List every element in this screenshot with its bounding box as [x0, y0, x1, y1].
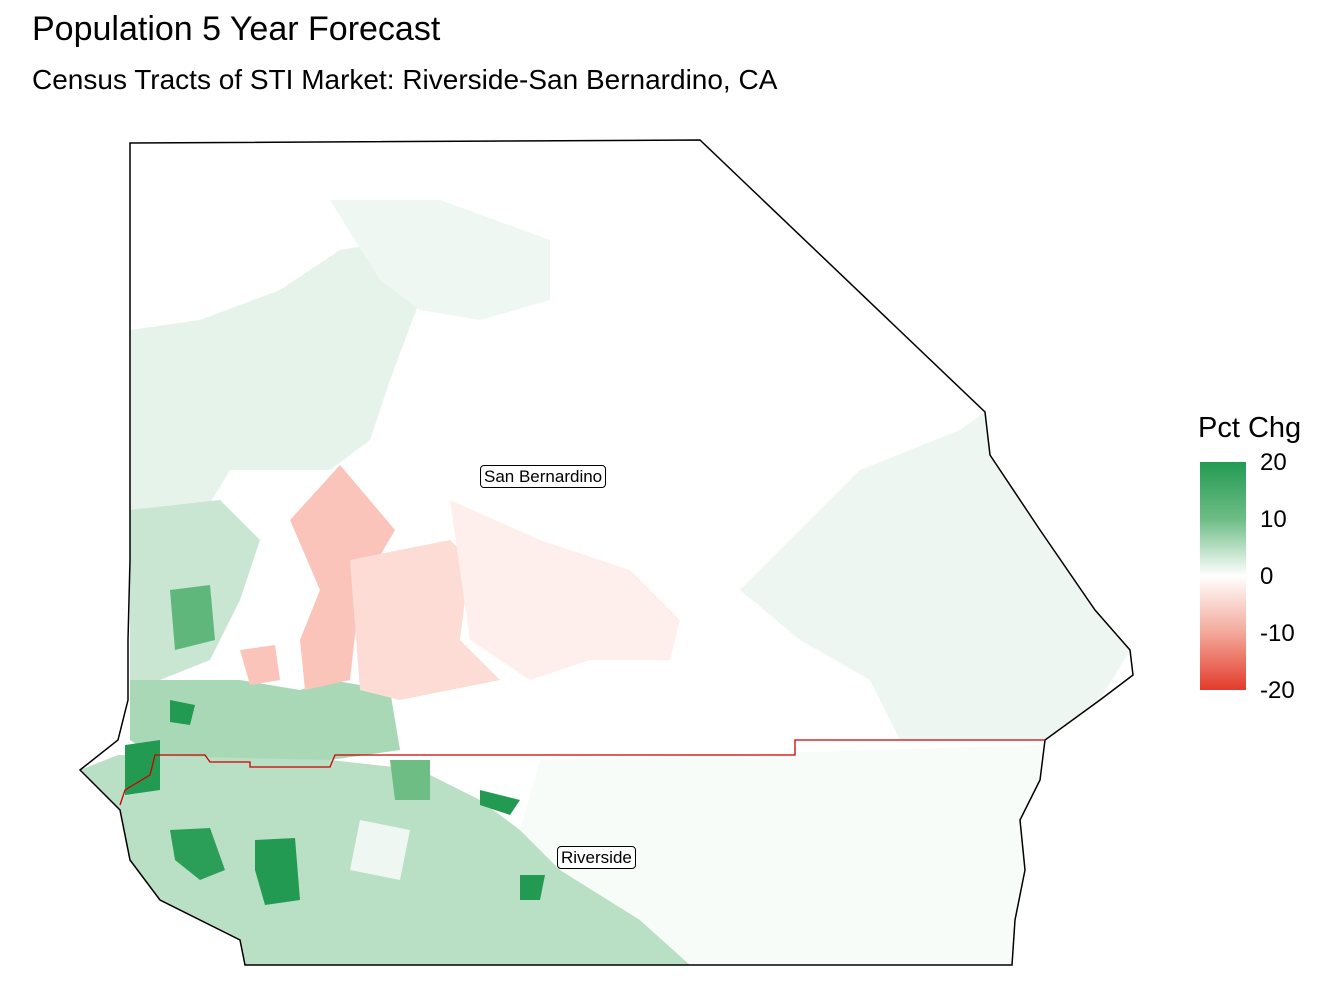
tract-high-growth-1: [170, 585, 215, 650]
tract-high-growth-8: [520, 875, 545, 900]
tract-growth-6: [390, 760, 430, 800]
map-title: Population 5 Year Forecast: [32, 10, 441, 48]
county-border: [119, 739, 1045, 806]
tract-riverside-east: [520, 745, 1040, 965]
tract-north-central: [330, 200, 550, 320]
legend: Pct Chg 20 10 0 -10 -20: [1198, 412, 1328, 712]
market-outline: [78, 139, 1134, 966]
tract-high-growth-7: [480, 790, 520, 815]
tract-decline-4: [240, 645, 280, 685]
legend-tick-label: 0: [1260, 563, 1274, 590]
tract-northwest: [130, 240, 420, 520]
tract-decline-3: [450, 500, 680, 680]
county-label-san-bernardino: San Bernardino: [480, 465, 607, 488]
legend-tick-label: -20: [1260, 677, 1295, 704]
tract-high-growth-4: [170, 828, 225, 880]
tract-high-growth-2: [170, 700, 195, 725]
county-label-riverside: Riverside: [557, 846, 636, 869]
legend-color-bar: [1200, 462, 1246, 690]
legend-tick-label: -10: [1260, 620, 1295, 647]
tract-inland-empire: [130, 680, 400, 765]
tract-riverside-light: [350, 820, 410, 880]
legend-tick-label: 10: [1260, 506, 1287, 533]
tract-decline-1: [290, 465, 395, 690]
legend-title: Pct Chg: [1198, 412, 1302, 444]
legend-tick-label: 20: [1260, 449, 1287, 476]
map-subtitle: Census Tracts of STI Market: Riverside-S…: [32, 64, 778, 95]
tract-high-growth-5: [255, 838, 300, 905]
tract-high-growth-3: [125, 740, 160, 795]
tract-east-desert: [740, 412, 1130, 740]
